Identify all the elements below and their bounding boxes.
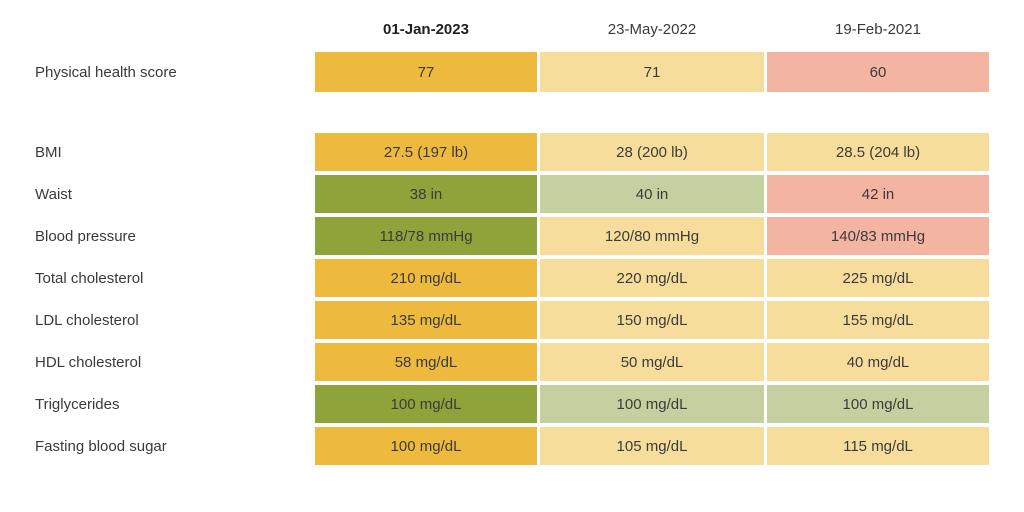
row-label: Waist [35,185,72,203]
column-header: 01-Jan-2023 [383,20,469,38]
metric-cell: 50 mg/dL [540,343,764,381]
metric-cell: 155 mg/dL [767,301,989,339]
metric-cell: 100 mg/dL [315,385,537,423]
metric-cell: 220 mg/dL [540,259,764,297]
metric-cell: 120/80 mmHg [540,217,764,255]
row-label: Total cholesterol [35,269,144,287]
metric-cell: 38 in [315,175,537,213]
row-label: Triglycerides [35,395,120,413]
column-header: 19-Feb-2021 [835,20,921,38]
row-label: Blood pressure [35,227,136,245]
metric-cell: 135 mg/dL [315,301,537,339]
health-metrics-table: 01-Jan-2023 23-May-2022 19-Feb-2021 Physica… [35,10,989,465]
table-spacer [35,96,989,129]
metric-cell: 140/83 mmHg [767,217,989,255]
row-label: HDL cholesterol [35,353,142,371]
metric-cell: 100 mg/dL [767,385,989,423]
metric-cell: 27.5 (197 lb) [315,133,537,171]
metric-cell: 77 [315,52,537,92]
metric-cell: 28 (200 lb) [540,133,764,171]
header-corner-blank [35,10,312,48]
metric-cell: 210 mg/dL [315,259,537,297]
row-label: Physical health score [35,63,177,81]
row-label: LDL cholesterol [35,311,139,329]
metric-cell: 105 mg/dL [540,427,764,465]
metric-cell: 28.5 (204 lb) [767,133,989,171]
column-header: 23-May-2022 [607,20,697,38]
metric-cell: 71 [540,52,764,92]
row-label: BMI [35,143,62,161]
metric-cell: 100 mg/dL [315,427,537,465]
metric-cell: 150 mg/dL [540,301,764,339]
metric-cell: 58 mg/dL [315,343,537,381]
metric-cell: 42 in [767,175,989,213]
metric-cell: 225 mg/dL [767,259,989,297]
metric-cell: 100 mg/dL [540,385,764,423]
metric-cell: 60 [767,52,989,92]
metric-cell: 115 mg/dL [767,427,989,465]
metric-cell: 40 in [540,175,764,213]
row-label: Fasting blood sugar [35,437,167,455]
metric-cell: 40 mg/dL [767,343,989,381]
metric-cell: 118/78 mmHg [315,217,537,255]
